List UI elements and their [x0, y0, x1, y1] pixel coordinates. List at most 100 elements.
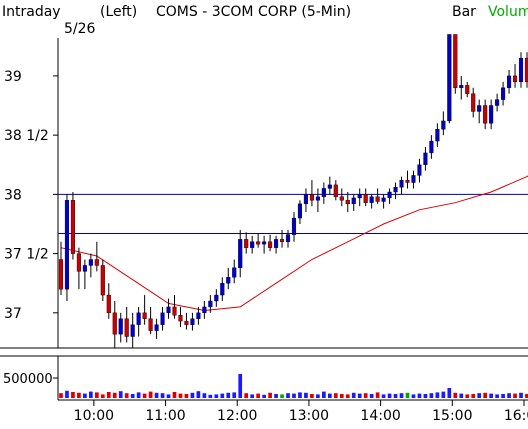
price-bar	[262, 235, 267, 254]
volume-bar	[220, 393, 225, 398]
price-bar	[489, 99, 494, 130]
price-bar-body	[142, 312, 147, 319]
price-bar	[88, 253, 93, 278]
volume-tick-label: 500000	[3, 372, 53, 387]
volume-bar	[423, 394, 428, 398]
volume-bar	[292, 393, 296, 398]
price-bar-body	[524, 57, 528, 83]
price-bar	[166, 298, 171, 319]
volume-bar	[160, 393, 165, 398]
price-bar	[208, 295, 213, 313]
volume-bar	[130, 394, 135, 398]
price-bar	[435, 123, 440, 147]
price-bar-body	[58, 259, 64, 290]
price-bar-body	[369, 196, 374, 203]
volume-axis-ticks: 500000	[3, 372, 58, 387]
price-bar-body	[453, 34, 458, 88]
price-bar	[202, 300, 207, 319]
price-bar-body	[375, 196, 380, 202]
price-bar	[303, 188, 308, 213]
price-bar-body	[315, 196, 320, 201]
price-bar-body	[76, 253, 81, 272]
price-bar	[279, 229, 285, 248]
price-bar-body	[495, 99, 500, 106]
price-bar-body	[411, 175, 416, 183]
price-bar	[453, 34, 458, 94]
price-bar-body	[244, 239, 249, 248]
price-bar	[160, 306, 165, 331]
price-bar	[471, 87, 476, 118]
volume-bar	[471, 394, 476, 398]
volume-bar	[310, 394, 314, 398]
time-tick-label: 12:00	[217, 408, 257, 424]
price-bar	[94, 241, 99, 272]
volume-bar	[327, 393, 332, 398]
price-bar	[232, 259, 237, 284]
price-bar	[184, 312, 189, 330]
price-tick-label: 39	[4, 69, 22, 85]
volume-bar	[477, 393, 482, 398]
price-bar	[387, 188, 392, 204]
volume-bar	[286, 393, 290, 398]
price-bar-body	[208, 300, 213, 308]
volume-bar	[345, 394, 350, 398]
volume-bar	[172, 392, 177, 398]
price-bar-body	[190, 318, 195, 325]
price-bar	[507, 69, 512, 94]
price-bar	[333, 180, 338, 201]
price-bar	[285, 229, 291, 248]
price-bar-body	[226, 277, 231, 284]
price-bar-body	[88, 259, 93, 266]
price-bar	[291, 212, 297, 242]
volume-bars	[59, 374, 528, 398]
moving-average-line	[60, 175, 528, 312]
price-bar-body	[512, 75, 518, 83]
volume-bar	[513, 393, 517, 398]
price-tick-label: 37	[4, 306, 22, 322]
time-tick-label: 10:00	[74, 408, 114, 424]
price-bar	[256, 233, 261, 248]
price-bar-body	[279, 239, 285, 242]
moving-average-layer	[60, 175, 528, 312]
volume-bar	[399, 393, 404, 398]
volume-bar	[238, 374, 243, 398]
header-mode-label: Intraday	[2, 4, 61, 20]
price-bar	[477, 99, 482, 124]
price-bar	[405, 170, 410, 189]
price-bar	[512, 64, 518, 88]
volume-bar	[190, 392, 195, 398]
price-bar	[58, 241, 64, 296]
price-bar-body	[285, 234, 291, 242]
price-bar	[190, 312, 195, 331]
volume-bar	[77, 392, 81, 398]
volume-bar	[250, 394, 255, 398]
price-bar	[357, 188, 362, 207]
price-bar-body	[429, 140, 434, 154]
price-bar-body	[447, 34, 452, 122]
price-bar-body	[268, 241, 273, 248]
price-bar-body	[477, 105, 482, 112]
price-bar-body	[435, 129, 440, 142]
volume-bar	[100, 394, 105, 398]
price-bar-body	[184, 320, 189, 325]
volume-bar	[322, 391, 326, 398]
price-bar-body	[64, 200, 70, 290]
volume-bar	[89, 391, 93, 398]
price-bar	[124, 306, 129, 343]
volume-bar	[256, 393, 260, 398]
price-bar-body	[465, 85, 470, 94]
price-bar-body	[423, 152, 428, 165]
price-bar-body	[70, 200, 75, 254]
volume-bar	[71, 392, 75, 398]
volume-bar	[208, 394, 213, 398]
price-bars	[58, 34, 528, 349]
price-bar	[351, 194, 356, 211]
volume-bar	[184, 394, 189, 398]
volume-bar	[351, 392, 356, 398]
volume-bar	[244, 393, 249, 398]
price-bar-body	[136, 312, 141, 325]
volume-bar	[268, 392, 272, 398]
volume-bar	[363, 393, 368, 398]
volume-bar	[232, 392, 237, 398]
